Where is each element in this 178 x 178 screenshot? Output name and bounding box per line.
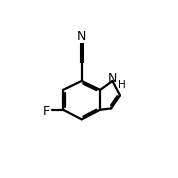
Text: N: N <box>77 30 86 43</box>
Text: F: F <box>43 105 50 118</box>
Text: N: N <box>108 72 117 85</box>
Text: H: H <box>117 80 125 90</box>
